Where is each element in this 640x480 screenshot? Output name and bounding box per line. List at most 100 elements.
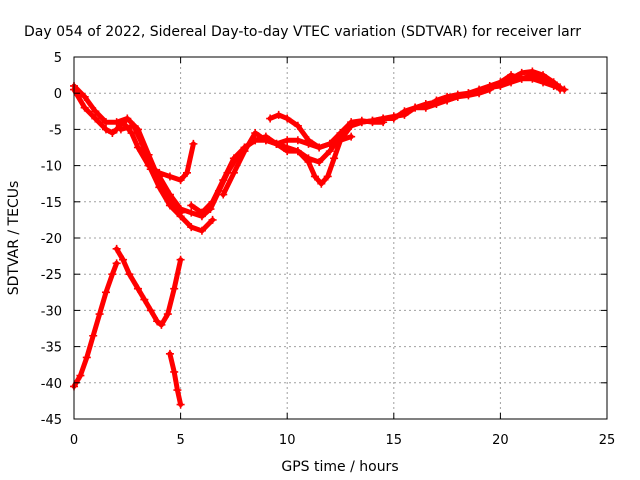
data-point-marker (330, 154, 339, 163)
data-point-marker (176, 212, 185, 221)
data-point-marker (197, 208, 206, 217)
tick-layer: 0 5 10 15 20 25 5 0 -5 -10 -15 -20 -25 -30 -35 -40 -45 (41, 51, 616, 448)
data-point-marker (155, 183, 164, 192)
data-point-marker (528, 74, 537, 83)
data-point-marker (251, 129, 260, 138)
data-point-marker (112, 244, 121, 253)
data-point-marker (165, 172, 174, 181)
data-point-marker (89, 331, 98, 340)
data-point-marker (129, 121, 138, 130)
data-point-marker (549, 81, 558, 90)
grid-layer (74, 57, 607, 419)
y-tick-label: -10 (41, 160, 62, 175)
data-point-marker (293, 121, 302, 130)
data-point-marker (112, 118, 121, 127)
data-point-marker (315, 157, 324, 166)
data-point-marker (108, 270, 117, 279)
series-track-g (266, 110, 388, 152)
y-tick-label: -40 (41, 377, 62, 392)
data-point-marker (240, 147, 249, 156)
data-point-marker (229, 168, 238, 177)
data-point-marker (155, 172, 164, 181)
data-point-marker (182, 168, 191, 177)
data-point-marker (80, 92, 89, 101)
y-tick-label: -45 (41, 413, 62, 428)
data-point-marker (560, 85, 569, 94)
data-point-marker (315, 143, 324, 152)
data-point-marker (165, 201, 174, 210)
series-layer (70, 67, 569, 409)
y-tick-label: -5 (49, 123, 62, 138)
data-point-marker (208, 215, 217, 224)
data-point-marker (272, 139, 281, 148)
series-track-j (112, 244, 185, 329)
data-point-marker (176, 205, 185, 214)
data-point-marker (108, 129, 117, 138)
data-point-marker (336, 129, 345, 138)
data-point-marker (229, 154, 238, 163)
data-point-marker (133, 284, 142, 293)
series-track-a (70, 85, 198, 185)
series-line (71, 260, 120, 389)
data-point-marker (443, 92, 452, 101)
series-line (146, 72, 563, 219)
data-point-marker (421, 103, 430, 112)
series-track-c (116, 121, 217, 235)
data-point-marker (101, 125, 110, 134)
data-point-marker (400, 107, 409, 116)
data-point-marker (138, 139, 147, 148)
data-point-marker (176, 400, 185, 409)
data-point-marker (304, 157, 313, 166)
data-point-marker (208, 197, 217, 206)
data-point-marker (95, 310, 104, 319)
data-point-marker (187, 223, 196, 232)
data-point-marker (539, 78, 548, 87)
data-point-marker (165, 349, 174, 358)
data-point-marker (475, 87, 484, 96)
data-point-marker (304, 136, 313, 145)
data-point-marker (157, 320, 166, 329)
x-tick-label: 0 (70, 433, 78, 448)
data-point-marker (80, 103, 89, 112)
data-point-marker (76, 371, 85, 380)
series-line (167, 351, 184, 407)
chart-title: Day 054 of 2022, Sidereal Day-to-day VTE… (24, 24, 581, 40)
x-tick-label: 15 (386, 433, 403, 448)
data-point-marker (347, 132, 356, 141)
data-point-marker (189, 139, 198, 148)
data-point-marker (293, 136, 302, 145)
data-point-marker (347, 118, 356, 127)
data-point-marker (91, 107, 100, 116)
data-point-marker (82, 353, 91, 362)
data-point-marker (317, 179, 326, 188)
x-axis-title: GPS time / hours (281, 459, 398, 475)
series-track-i (70, 259, 121, 391)
series-track-e (187, 67, 565, 217)
series-track-h (421, 74, 569, 112)
data-point-marker (496, 81, 505, 90)
data-point-marker (153, 317, 162, 326)
series-line (118, 123, 216, 234)
data-point-marker (125, 270, 134, 279)
data-point-marker (274, 110, 283, 119)
data-point-marker (323, 172, 332, 181)
data-point-marker (485, 83, 494, 92)
data-point-marker (170, 284, 179, 293)
y-tick-label: -15 (41, 196, 62, 211)
data-point-marker (173, 386, 182, 395)
data-point-marker (389, 114, 398, 123)
x-tick-label: 10 (279, 433, 296, 448)
data-point-marker (133, 143, 142, 152)
data-point-marker (127, 129, 136, 138)
y-tick-label: -25 (41, 268, 62, 283)
data-point-marker (325, 147, 334, 156)
data-point-marker (112, 259, 121, 268)
data-point-marker (101, 118, 110, 127)
data-point-marker (336, 136, 345, 145)
data-point-marker (453, 90, 462, 99)
data-point-marker (517, 74, 526, 83)
data-point-marker (507, 78, 516, 87)
data-point-marker (379, 118, 388, 127)
data-point-marker (187, 201, 196, 210)
